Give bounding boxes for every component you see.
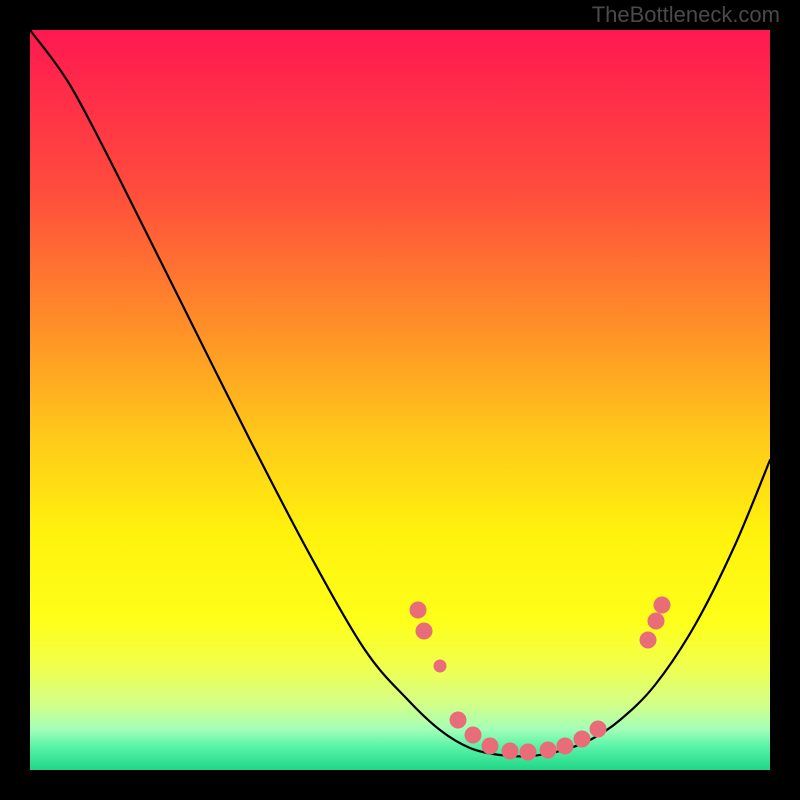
curve-marker	[557, 738, 573, 754]
curve-marker	[574, 731, 590, 747]
curve-marker	[654, 597, 670, 613]
curve-marker	[450, 712, 466, 728]
curve-marker	[648, 613, 664, 629]
curve-marker	[640, 632, 656, 648]
curve-marker	[434, 660, 446, 672]
curve-marker	[410, 602, 426, 618]
curve-marker	[590, 721, 606, 737]
curve-marker	[520, 744, 536, 760]
chart-background	[30, 30, 770, 770]
curve-marker	[416, 623, 432, 639]
curve-marker	[482, 738, 498, 754]
curve-marker	[465, 727, 481, 743]
curve-marker	[540, 742, 556, 758]
attribution-text: TheBottleneck.com	[592, 2, 780, 27]
bottleneck-chart: TheBottleneck.com	[0, 0, 800, 800]
curve-marker	[502, 743, 518, 759]
